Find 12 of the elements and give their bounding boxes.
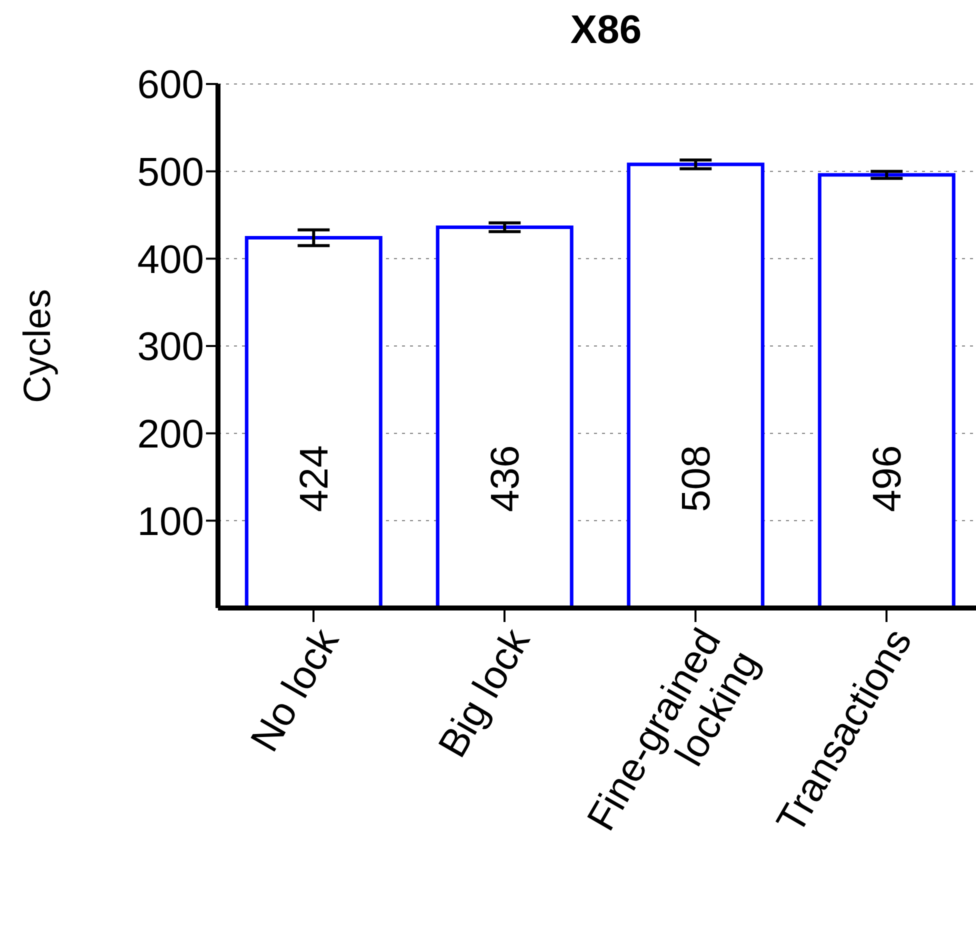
data-label: 508	[674, 445, 719, 512]
y-tick-label: 600	[137, 63, 204, 108]
y-axis-title: Cycles	[16, 288, 58, 404]
chart-title: X86	[569, 8, 643, 53]
data-label: 424	[292, 445, 337, 512]
y-tick-label: 500	[137, 150, 204, 195]
data-label: 436	[484, 445, 528, 512]
y-tick-label: 100	[137, 500, 204, 544]
y-tick-label: 400	[137, 238, 204, 282]
data-label: 496	[866, 445, 910, 512]
y-tick-label: 300	[137, 325, 204, 370]
y-tick-label: 200	[137, 412, 204, 457]
